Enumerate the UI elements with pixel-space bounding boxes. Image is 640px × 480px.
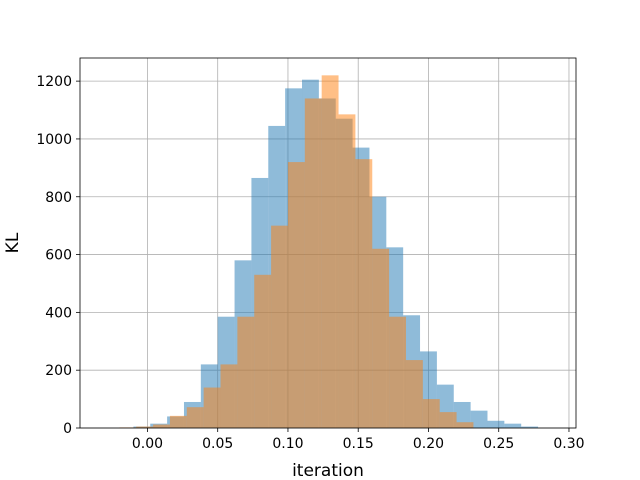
y-tick-label: 0: [63, 421, 72, 437]
histogram-bar: [237, 316, 255, 428]
histogram-bar: [372, 248, 390, 428]
y-tick-label: 800: [45, 190, 72, 206]
y-tick-label: 200: [45, 363, 72, 379]
x-tick-label: 0.20: [413, 436, 444, 452]
y-tick-label: 1000: [36, 132, 72, 148]
histogram-bar: [271, 225, 288, 428]
x-tick-label: 0.25: [483, 436, 514, 452]
histogram-bar: [304, 98, 322, 428]
histogram-bar: [203, 387, 221, 428]
histogram-bar: [287, 162, 305, 428]
histogram-bar: [220, 364, 238, 428]
y-tick-label: 600: [45, 248, 72, 264]
histogram-bar: [254, 274, 272, 428]
histogram-bar: [153, 424, 170, 428]
histogram-bar: [136, 426, 154, 428]
histogram-bar: [405, 360, 423, 428]
histogram-bar: [439, 412, 457, 428]
histogram-bar: [456, 422, 474, 428]
x-tick-label: 0.05: [202, 436, 233, 452]
histogram-bar: [521, 426, 539, 428]
x-tick-label: 0.30: [553, 436, 584, 452]
histogram-bar: [169, 415, 187, 428]
x-axis-label: iteration: [292, 461, 364, 480]
y-tick-label: 400: [45, 305, 72, 321]
x-tick-label: 0.15: [343, 436, 374, 452]
y-axis-label: KL: [3, 232, 23, 253]
x-tick-label: 0.00: [132, 436, 163, 452]
histogram-series-2: [119, 75, 474, 428]
histogram-bar: [470, 410, 488, 428]
histogram-bar: [389, 316, 406, 428]
histogram-bar: [422, 399, 440, 428]
histogram-bar: [321, 75, 339, 428]
histogram-bar: [338, 114, 356, 428]
histogram-bar: [186, 407, 204, 428]
histogram-bar: [487, 420, 505, 428]
histogram-bar: [504, 423, 522, 428]
axis-ticks: 0.00 0.05 0.10 0.15 0.20 0.25 0.30 0 200 400 600 80…: [36, 74, 584, 452]
histogram-bar: [355, 159, 373, 428]
histogram-bars: [119, 75, 539, 428]
histogram-bar: [453, 401, 471, 428]
x-tick-label: 0.10: [272, 436, 303, 452]
plot-frame: [79, 57, 577, 429]
y-tick-label: 1200: [36, 74, 72, 90]
